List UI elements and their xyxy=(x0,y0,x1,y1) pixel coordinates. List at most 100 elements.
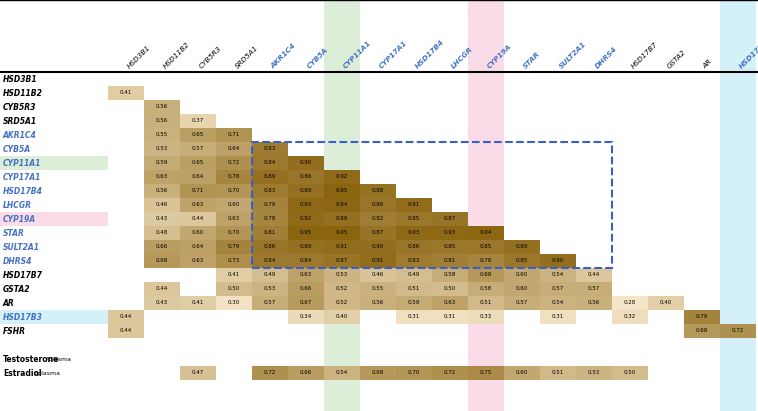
Text: 0.72: 0.72 xyxy=(264,370,276,376)
Text: 0.90: 0.90 xyxy=(552,259,564,263)
Text: HSD17B4: HSD17B4 xyxy=(3,187,43,196)
Text: 0.65: 0.65 xyxy=(192,161,204,166)
Bar xyxy=(288,240,324,254)
Text: 0.52: 0.52 xyxy=(336,286,348,291)
Bar xyxy=(324,268,360,282)
Bar xyxy=(216,296,252,310)
Bar xyxy=(288,268,324,282)
Text: 0.79: 0.79 xyxy=(696,314,708,319)
Bar xyxy=(720,324,756,338)
Bar xyxy=(252,282,288,296)
Bar xyxy=(468,366,504,380)
Text: 0.56: 0.56 xyxy=(372,300,384,305)
Bar xyxy=(180,156,216,170)
Text: CYP11A1: CYP11A1 xyxy=(3,159,42,168)
Text: 0.60: 0.60 xyxy=(192,231,204,236)
Text: 0.78: 0.78 xyxy=(264,217,276,222)
Text: 0.91: 0.91 xyxy=(336,245,348,249)
Bar xyxy=(144,156,180,170)
Text: 0.40: 0.40 xyxy=(336,314,348,319)
Bar xyxy=(396,268,432,282)
Bar xyxy=(180,254,216,268)
Text: 0.57: 0.57 xyxy=(516,300,528,305)
Text: 0.89: 0.89 xyxy=(516,245,528,249)
Bar xyxy=(360,184,396,198)
Text: AKR1C4: AKR1C4 xyxy=(270,43,297,70)
Bar xyxy=(684,310,720,324)
Bar xyxy=(288,156,324,170)
Text: 0.75: 0.75 xyxy=(480,370,492,376)
Bar xyxy=(360,212,396,226)
Text: 0.93: 0.93 xyxy=(444,231,456,236)
Text: 0.84: 0.84 xyxy=(264,259,276,263)
Bar xyxy=(252,184,288,198)
Bar xyxy=(432,310,468,324)
Text: 0.31: 0.31 xyxy=(444,314,456,319)
Text: 0.81: 0.81 xyxy=(264,231,276,236)
Bar xyxy=(288,226,324,240)
Text: 0.28: 0.28 xyxy=(624,300,636,305)
Bar xyxy=(324,184,360,198)
Text: CYB5R3: CYB5R3 xyxy=(3,102,36,111)
Text: STAR: STAR xyxy=(3,229,25,238)
Text: 0.55: 0.55 xyxy=(372,286,384,291)
Text: CYP11A1: CYP11A1 xyxy=(342,40,372,70)
Text: 0.89: 0.89 xyxy=(300,189,312,194)
Bar xyxy=(252,366,288,380)
Bar xyxy=(504,254,540,268)
Text: SULT2A1: SULT2A1 xyxy=(3,242,40,252)
Text: 0.54: 0.54 xyxy=(336,370,348,376)
Text: 0.91: 0.91 xyxy=(408,203,420,208)
Bar xyxy=(504,296,540,310)
Text: DHRS4: DHRS4 xyxy=(3,256,33,266)
Bar xyxy=(324,296,360,310)
Text: 0.87: 0.87 xyxy=(372,231,384,236)
Text: 0.64: 0.64 xyxy=(192,175,204,180)
Bar xyxy=(216,198,252,212)
Text: 0.83: 0.83 xyxy=(264,146,276,152)
Text: 0.51: 0.51 xyxy=(552,370,564,376)
Bar xyxy=(396,212,432,226)
Text: 0.89: 0.89 xyxy=(264,175,276,180)
Text: 0.81: 0.81 xyxy=(444,259,456,263)
Bar xyxy=(252,170,288,184)
Text: 0.93: 0.93 xyxy=(408,231,420,236)
Bar xyxy=(288,212,324,226)
Text: 0.72: 0.72 xyxy=(228,161,240,166)
Text: 0.71: 0.71 xyxy=(228,132,240,138)
Text: AKR1C4: AKR1C4 xyxy=(3,131,36,139)
Text: 0.68: 0.68 xyxy=(480,272,492,277)
Bar xyxy=(468,0,504,411)
Bar xyxy=(144,184,180,198)
Bar xyxy=(180,114,216,128)
Text: SRD5A1: SRD5A1 xyxy=(234,45,259,70)
Text: 0.40: 0.40 xyxy=(660,300,672,305)
Bar xyxy=(396,296,432,310)
Text: 0.55: 0.55 xyxy=(156,132,168,138)
Text: 0.49: 0.49 xyxy=(264,272,276,277)
Bar xyxy=(108,310,144,324)
Text: 0.82: 0.82 xyxy=(372,217,384,222)
Text: 0.63: 0.63 xyxy=(300,272,312,277)
Text: 0.51: 0.51 xyxy=(408,286,420,291)
Text: 0.56: 0.56 xyxy=(156,104,168,109)
Bar xyxy=(216,142,252,156)
Text: LHCGR: LHCGR xyxy=(450,46,474,70)
Text: 0.48: 0.48 xyxy=(156,231,168,236)
Text: 0.53: 0.53 xyxy=(336,272,348,277)
Text: 0.90: 0.90 xyxy=(372,245,384,249)
Text: 0.43: 0.43 xyxy=(156,217,168,222)
Bar xyxy=(360,240,396,254)
Text: 0.53: 0.53 xyxy=(156,146,168,152)
Bar xyxy=(144,114,180,128)
Text: 0.41: 0.41 xyxy=(192,300,204,305)
Bar xyxy=(252,240,288,254)
Bar xyxy=(540,310,576,324)
Bar xyxy=(288,198,324,212)
Bar xyxy=(288,296,324,310)
Bar xyxy=(504,268,540,282)
Text: 0.88: 0.88 xyxy=(372,189,384,194)
Bar xyxy=(360,296,396,310)
Text: 0.89: 0.89 xyxy=(300,245,312,249)
Text: 0.64: 0.64 xyxy=(192,245,204,249)
